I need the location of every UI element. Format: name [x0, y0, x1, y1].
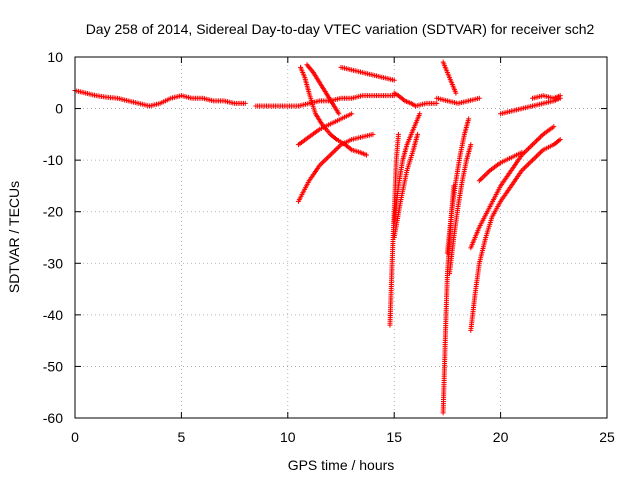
series-arc-2 — [253, 93, 397, 109]
y-tick-label: -30 — [43, 255, 63, 271]
y-tick-label: 10 — [47, 49, 63, 65]
x-tick-label: 25 — [599, 429, 615, 445]
point-marker — [557, 137, 563, 143]
series-arc-12 — [440, 183, 457, 416]
series-arc-5 — [295, 111, 355, 148]
series-arc-1 — [72, 88, 248, 109]
point-marker — [370, 131, 376, 137]
x-tick-label: 5 — [178, 429, 186, 445]
y-tick-label: -60 — [43, 410, 63, 426]
x-tick-label: 20 — [493, 429, 509, 445]
series-arc-20 — [498, 95, 563, 117]
series-arc-3 — [298, 64, 370, 158]
y-tick-label: -20 — [43, 204, 63, 220]
series-arc-18 — [468, 124, 557, 251]
series-arc-14 — [447, 142, 474, 277]
series-arc-16 — [434, 95, 482, 106]
series-arc-8 — [391, 90, 440, 109]
point-marker — [364, 152, 370, 158]
series-arc-19 — [476, 149, 525, 184]
x-tick-label: 0 — [71, 429, 79, 445]
point-marker — [453, 90, 459, 96]
y-tick-label: 0 — [55, 101, 63, 117]
y-tick-label: -10 — [43, 152, 63, 168]
point-marker — [336, 111, 342, 117]
point-marker — [415, 131, 421, 137]
point-marker — [466, 116, 472, 122]
point-marker — [434, 100, 440, 106]
x-tick-label: 10 — [280, 429, 296, 445]
x-tick-label: 15 — [386, 429, 402, 445]
series-arc-15 — [440, 59, 459, 96]
grid-layer — [75, 57, 607, 418]
point-marker — [519, 149, 525, 155]
y-axis-label: SDTVAR / TECUs — [6, 181, 22, 293]
point-marker — [391, 77, 397, 83]
series-arc-4 — [304, 62, 342, 117]
series-arc-11 — [391, 131, 421, 240]
y-tick-label: -40 — [43, 307, 63, 323]
series-arc-17 — [468, 137, 563, 333]
point-marker — [417, 111, 423, 117]
series-arc-10 — [391, 111, 423, 225]
series-arc-7 — [338, 64, 397, 83]
y-tick-label: -50 — [43, 358, 63, 374]
chart-title: Day 258 of 2014, Sidereal Day-to-day VTE… — [86, 21, 595, 37]
series-arc-21 — [530, 93, 563, 101]
point-marker — [468, 142, 474, 148]
series-arc-13 — [444, 116, 472, 256]
point-marker — [557, 93, 563, 99]
point-marker — [349, 111, 355, 117]
data-layer — [72, 59, 563, 416]
point-marker — [476, 95, 482, 101]
x-axis-label: GPS time / hours — [288, 457, 395, 473]
point-marker — [395, 131, 401, 137]
point-marker — [551, 124, 557, 130]
point-marker — [242, 100, 248, 106]
plot-frame — [74, 56, 608, 419]
series-arc-6 — [295, 131, 376, 204]
